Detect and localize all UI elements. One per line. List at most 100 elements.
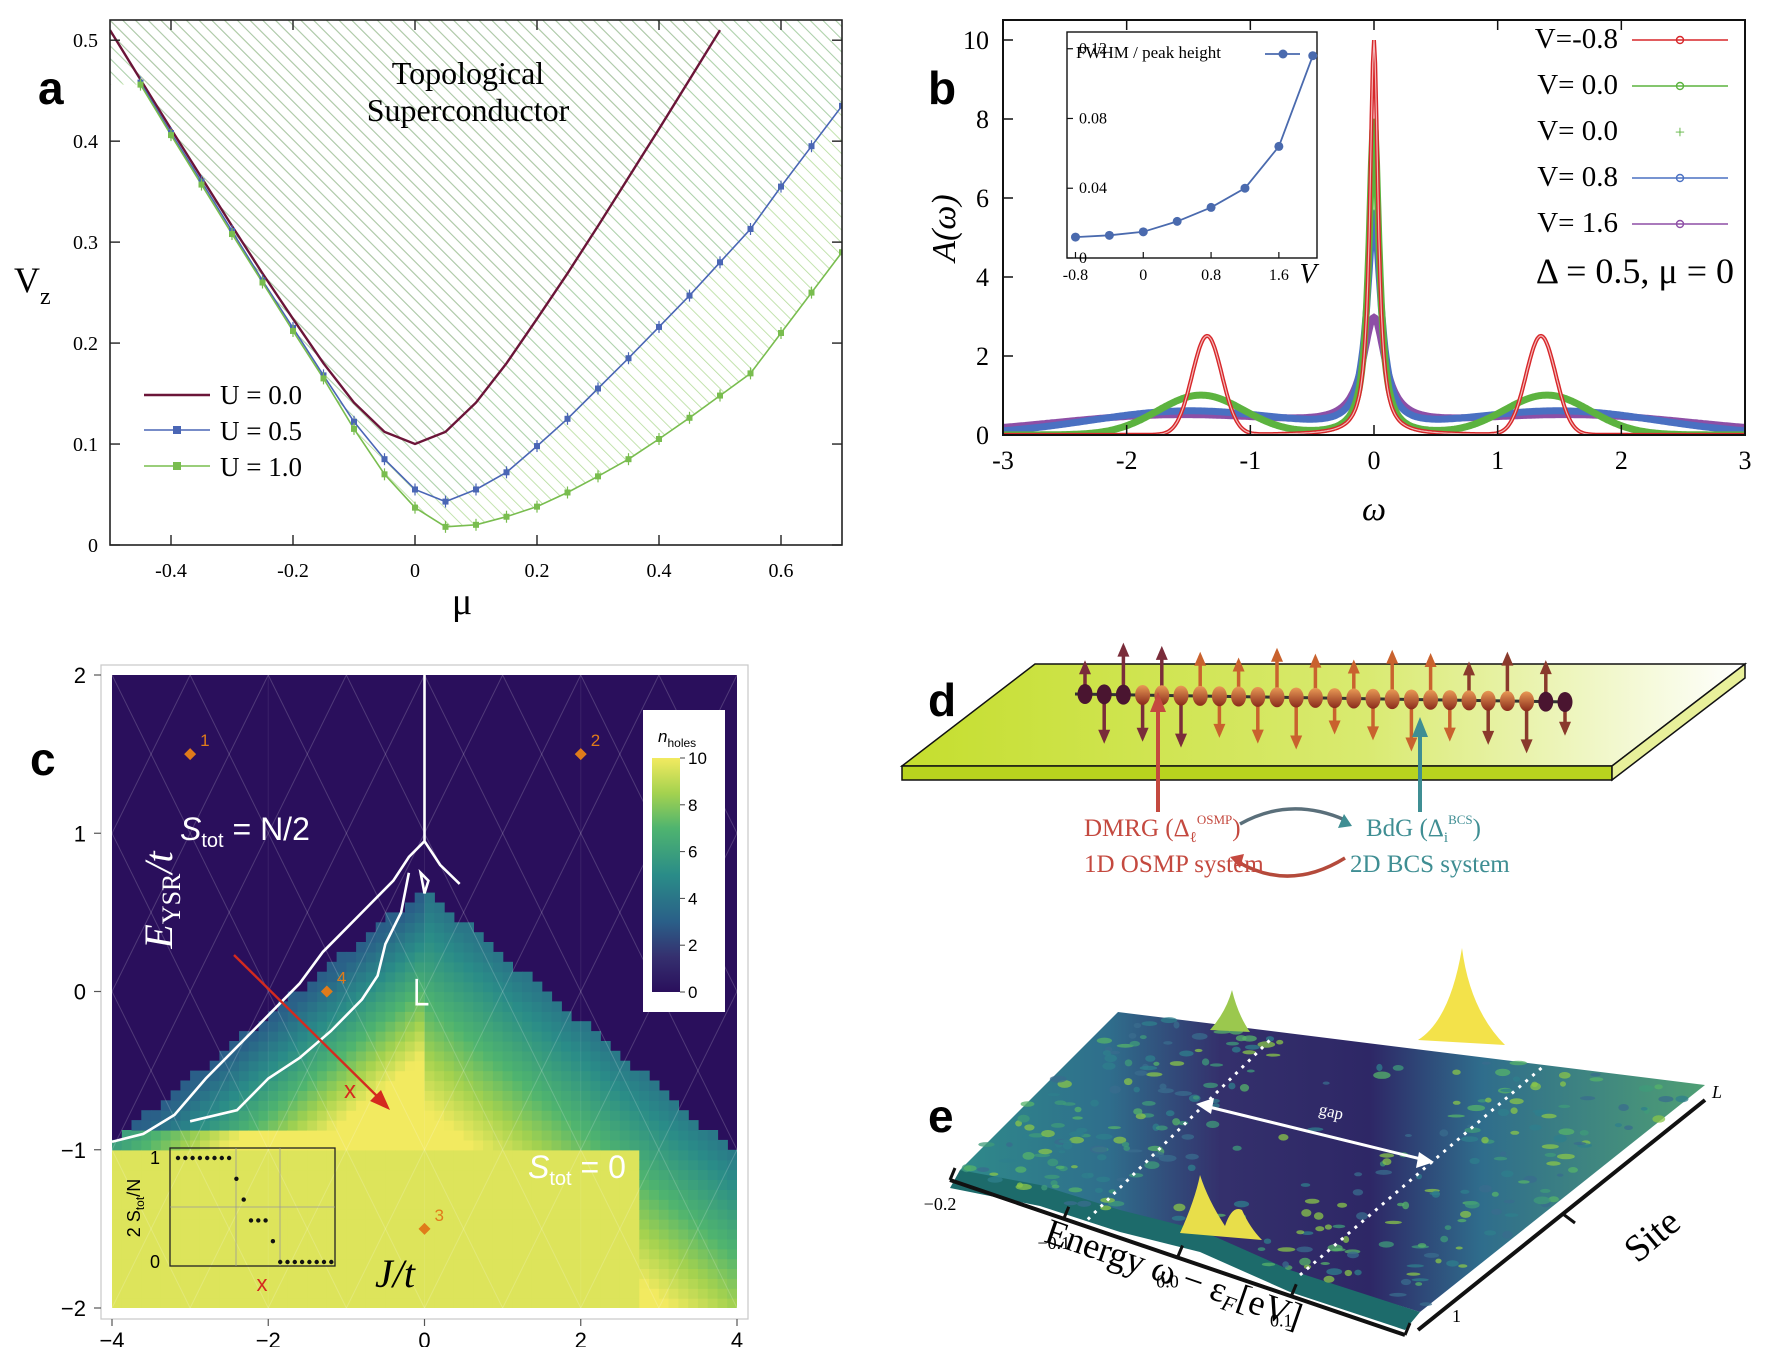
heatmap-cell (658, 1130, 670, 1141)
heatmap-cell (502, 1050, 513, 1062)
heatmap-cell (287, 1021, 299, 1032)
heatmap-cell (317, 1248, 328, 1260)
heatmap-cell (444, 1060, 455, 1072)
heatmap-cell (453, 1179, 465, 1190)
colorbar-tick-label: 4 (688, 889, 697, 908)
heatmap-cell (307, 1149, 318, 1161)
heatmap-cell (414, 1060, 426, 1072)
heatmap-cell (522, 1268, 533, 1279)
heatmap-cell (522, 1100, 533, 1111)
heatmap-cell (697, 1268, 709, 1279)
legend-label-vm08: V=-0.8 (1535, 23, 1618, 55)
spin-arrowhead (1309, 653, 1322, 668)
heatmap-cell (463, 1209, 474, 1220)
heatmap-cell (424, 1179, 435, 1190)
heatmap-cell (414, 1001, 426, 1012)
heatmap-cell (414, 1179, 426, 1190)
heatmap-cell (473, 1001, 484, 1012)
heatmap-cell (571, 1248, 582, 1260)
heatmap-cell (551, 1159, 562, 1171)
colorbar-tick-label: 6 (688, 843, 697, 862)
surface-noise (1332, 1224, 1346, 1229)
grid-line-diag (112, 832, 347, 1308)
inset-data-point (1104, 230, 1114, 240)
heatmap-cell (649, 1219, 660, 1230)
heatmap-cell (365, 1090, 377, 1101)
heatmap-cell (512, 991, 523, 1002)
heatmap-cell (424, 1060, 435, 1072)
heatmap-cell (463, 971, 474, 983)
heatmap-cell (649, 1238, 660, 1250)
heatmap-cell (395, 922, 406, 933)
heatmap-cell (522, 1090, 533, 1101)
heatmap-cell (297, 1139, 308, 1151)
heatmap-cell (268, 1120, 279, 1131)
heatmap-cell (688, 1298, 699, 1308)
dmrg-arrow-head (1150, 692, 1166, 712)
surface-noise (1058, 1150, 1066, 1154)
heatmap-cell (170, 1219, 181, 1230)
heatmap-cell (287, 1139, 299, 1151)
heatmap-cell (248, 1228, 260, 1240)
heatmap-cell (385, 1179, 396, 1190)
heatmap-cell (248, 1278, 260, 1289)
heatmap-cell (278, 1041, 289, 1052)
heatmap-cell (375, 1288, 387, 1299)
heatmap-cell (307, 1110, 318, 1121)
heatmap-cell (580, 1278, 592, 1289)
heatmap-cell (453, 1001, 465, 1012)
surface-noise (1277, 1247, 1296, 1252)
heatmap-cell (610, 1159, 621, 1171)
heatmap-cell (307, 1120, 318, 1131)
heatmap-cell (668, 1268, 679, 1279)
heatmap-cell (395, 1090, 406, 1101)
heatmap-cell (278, 1021, 289, 1032)
heatmap-cell (444, 1139, 455, 1151)
heatmap-cell (697, 1219, 709, 1230)
surface-noise (1546, 1161, 1561, 1166)
heatmap-cell (571, 1288, 582, 1299)
heatmap-cell (287, 1001, 299, 1012)
heatmap-cell (121, 1298, 133, 1308)
heatmap-cell (678, 1130, 689, 1141)
inset-data-point (1206, 202, 1216, 212)
heatmap-cell (395, 1238, 406, 1250)
heatmap-cell (590, 1238, 601, 1250)
heatmap-cell (287, 1238, 299, 1250)
surface-noise (1435, 1258, 1442, 1264)
heatmap-cell (170, 1120, 181, 1131)
surface-noise (1047, 1093, 1060, 1097)
surface-noise (1344, 1269, 1353, 1277)
heatmap-cell (405, 1169, 416, 1180)
heatmap-cell (268, 1278, 279, 1289)
heatmap-cell (248, 1149, 260, 1161)
heatmap-cell (160, 1169, 172, 1180)
heatmap-cell (239, 1120, 250, 1131)
heatmap-cell (346, 1228, 357, 1240)
surface-noise (1540, 1188, 1551, 1193)
heatmap-cell (190, 1248, 201, 1260)
heatmap-cells (112, 892, 737, 1308)
heatmap-cell (473, 1149, 484, 1161)
heatmap-cell (356, 971, 367, 983)
heatmap-cell (551, 1080, 562, 1091)
heatmap-cell (239, 1278, 250, 1289)
heatmap-cell (658, 1139, 670, 1151)
heatmap-cell (639, 1159, 650, 1171)
heatmap-cell (473, 1228, 484, 1240)
heatmap-cell (492, 1219, 504, 1230)
surface-noise (989, 1172, 999, 1176)
surface-noise (1447, 1114, 1465, 1118)
surface-noise (1203, 1082, 1218, 1089)
heatmap-cell (434, 951, 445, 963)
heatmap-cell (395, 1219, 406, 1230)
heatmap-cell (580, 1199, 592, 1210)
energy-tick-label: −0.2 (924, 1194, 957, 1214)
heatmap-cell (502, 1278, 513, 1289)
heatmap-cell (307, 1268, 318, 1279)
heatmap-cell (375, 1248, 387, 1260)
surface-noise (1553, 1134, 1567, 1143)
surface-noise (1165, 1110, 1175, 1117)
heatmap-cell (473, 942, 484, 953)
heatmap-cell (170, 1189, 181, 1200)
